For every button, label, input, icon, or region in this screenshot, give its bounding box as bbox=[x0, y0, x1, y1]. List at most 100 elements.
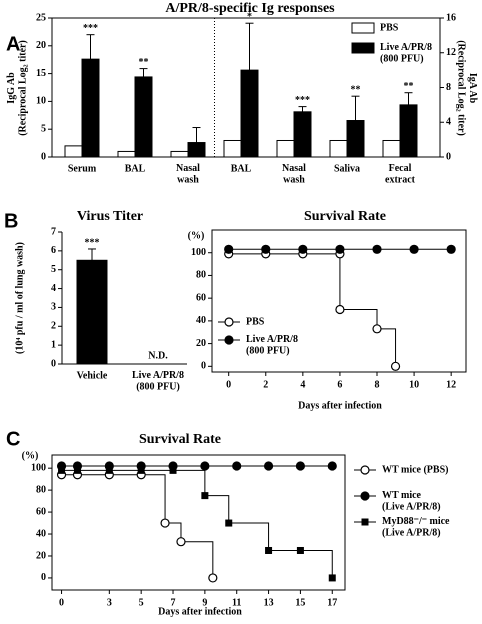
x-tick-label: Serum bbox=[68, 163, 97, 174]
bar bbox=[117, 150, 136, 158]
y-tick-label: 0 bbox=[51, 358, 56, 369]
marker bbox=[298, 244, 308, 254]
legend-swatch bbox=[351, 42, 375, 54]
x-tick-label: 10 bbox=[409, 379, 419, 390]
y-axis-label: (%) bbox=[188, 230, 205, 241]
bar bbox=[76, 259, 108, 365]
y-tick-label: 100 bbox=[191, 247, 206, 258]
y-tick-label: 3 bbox=[51, 302, 56, 313]
legend-marker bbox=[224, 317, 234, 327]
marker bbox=[58, 466, 66, 474]
bar bbox=[276, 139, 295, 158]
x-tick-label: 0 bbox=[226, 379, 231, 390]
bar bbox=[170, 150, 189, 158]
y-tick-label: 20 bbox=[196, 338, 206, 349]
panel-label: A bbox=[6, 33, 20, 55]
marker bbox=[446, 244, 456, 254]
marker bbox=[169, 466, 177, 474]
x-tick-label: BAL bbox=[231, 163, 252, 174]
marker bbox=[328, 574, 336, 582]
marker bbox=[201, 492, 209, 500]
marker bbox=[160, 518, 170, 528]
marker bbox=[105, 466, 113, 474]
y-tick-label: 40 bbox=[36, 528, 46, 539]
chart-title: Virus Titer bbox=[77, 209, 143, 224]
y-axis-label: (10⁴ pfu / ml of lung wash) bbox=[14, 242, 25, 354]
chart-title: Survival Rate bbox=[139, 432, 221, 447]
panel-label: C bbox=[6, 428, 20, 450]
legend-label: PBS bbox=[246, 316, 265, 327]
x-tick-label: 6 bbox=[337, 379, 342, 390]
x-tick-label: 0 bbox=[59, 597, 64, 608]
y2-tick-label: 8 bbox=[446, 82, 451, 93]
marker bbox=[208, 573, 218, 583]
x-tick-label: Saliva bbox=[334, 163, 360, 174]
plot-frame bbox=[211, 229, 467, 373]
marker bbox=[390, 361, 401, 371]
significance: *** bbox=[295, 95, 310, 106]
x-tick-label: 15 bbox=[295, 597, 305, 608]
x-tick-label: 7 bbox=[171, 597, 176, 608]
y-tick-label: 80 bbox=[36, 484, 46, 495]
marker bbox=[335, 304, 345, 315]
legend-swatch bbox=[351, 22, 375, 34]
y2-tick-label: 16 bbox=[446, 12, 456, 23]
y-tick-label: 25 bbox=[36, 12, 46, 23]
y-axis-label: IgG Ab(Reciprocal Log₂ titer) bbox=[6, 40, 29, 136]
y-axis-label: (%) bbox=[22, 450, 39, 461]
y-tick-label: 0 bbox=[41, 572, 46, 583]
y-tick-label: 5 bbox=[51, 264, 56, 275]
x-tick-label: 5 bbox=[139, 597, 144, 608]
x-tick-label: Nasal wash bbox=[282, 163, 306, 186]
legend-label: Live A/PR/8 (800 PFU) bbox=[246, 334, 298, 357]
bar bbox=[346, 120, 365, 158]
legend-marker bbox=[360, 465, 370, 475]
legend-marker bbox=[224, 335, 234, 345]
significance: *** bbox=[85, 237, 100, 248]
x-tick-label: 3 bbox=[107, 597, 112, 608]
y-tick-label: 80 bbox=[196, 270, 206, 281]
marker bbox=[263, 461, 274, 471]
marker bbox=[372, 324, 382, 334]
y2-tick-label: 4 bbox=[446, 117, 451, 128]
plot-frame bbox=[51, 454, 346, 591]
y-tick-label: 20 bbox=[36, 40, 46, 51]
marker bbox=[232, 461, 242, 471]
marker bbox=[295, 461, 306, 471]
legend-label: WT mice (PBS) bbox=[382, 464, 448, 475]
bar bbox=[399, 104, 418, 158]
marker bbox=[409, 244, 419, 254]
y-tick-label: 7 bbox=[51, 226, 56, 237]
bar bbox=[187, 142, 206, 158]
marker bbox=[225, 519, 233, 527]
bar bbox=[223, 139, 242, 158]
significance: *** bbox=[83, 23, 98, 34]
marker bbox=[327, 461, 337, 471]
bar bbox=[134, 76, 153, 158]
marker bbox=[200, 461, 210, 471]
y-tick-label: 0 bbox=[41, 151, 46, 162]
chart-title: A/PR/8-specific Ig responses bbox=[165, 1, 335, 16]
legend-label: WT mice (Live A/PR/8) bbox=[382, 490, 441, 513]
y-tick-label: 15 bbox=[36, 68, 46, 79]
x-tick-label: 17 bbox=[327, 597, 337, 608]
x-tick-label: 12 bbox=[446, 379, 456, 390]
y-tick-label: 40 bbox=[196, 315, 206, 326]
significance: ** bbox=[139, 57, 149, 68]
bar bbox=[329, 139, 348, 158]
x-tick-label: BAL bbox=[125, 163, 146, 174]
x-axis-label: Days after infection bbox=[158, 606, 242, 617]
y2-tick-label: 0 bbox=[446, 151, 451, 162]
y-tick-label: 60 bbox=[36, 506, 46, 517]
legend-label: PBS bbox=[380, 22, 399, 33]
bar bbox=[240, 69, 259, 158]
x-tick-label: 8 bbox=[375, 379, 380, 390]
y-tick-label: 60 bbox=[196, 292, 206, 303]
legend-marker bbox=[360, 491, 370, 501]
significance: ** bbox=[351, 84, 361, 95]
series-line bbox=[61, 469, 333, 578]
x-tick-label: Live A/PR/8 (800 PFU) bbox=[132, 370, 184, 393]
y-tick-label: 10 bbox=[36, 96, 46, 107]
x-tick-label: 4 bbox=[300, 379, 305, 390]
